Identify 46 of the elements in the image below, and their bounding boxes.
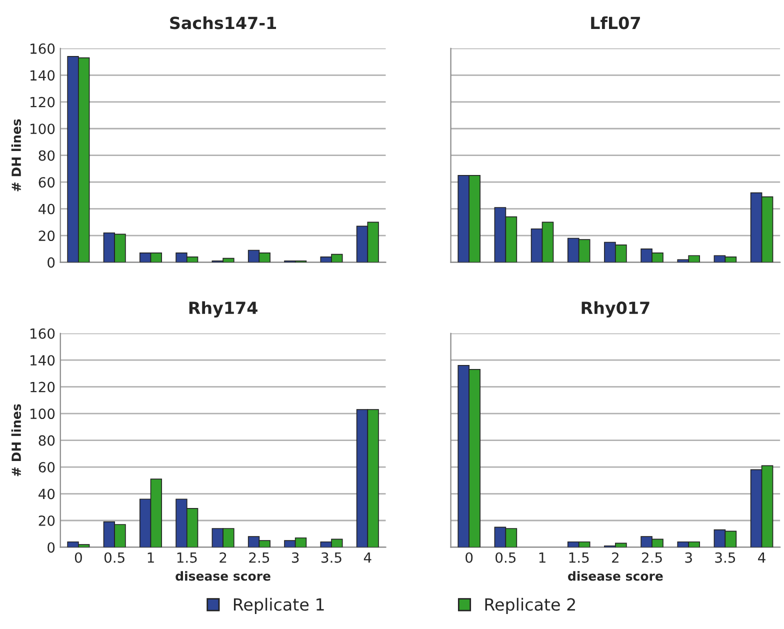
y-tick-label: 20	[38, 230, 55, 242]
y-axis-title: # DH lines	[11, 119, 22, 192]
x-tick-label: 3.5	[715, 552, 736, 563]
legend-label: Replicate 1	[234, 598, 324, 614]
chart-title: Sachs147-1	[170, 16, 276, 30]
x-tick-label: 3.5	[322, 552, 342, 563]
x-tick-label: 1.5	[177, 552, 197, 563]
x-tick-label: 4	[364, 552, 372, 563]
x-axis-title: disease score	[568, 571, 663, 581]
x-tick-label: 2	[220, 552, 226, 563]
y-tick-label: 80	[38, 150, 55, 161]
legend-label: Replicate 2	[485, 598, 575, 614]
y-tick-label: 60	[38, 462, 55, 473]
x-tick-label: 2.5	[249, 552, 270, 563]
y-tick-label: 20	[38, 515, 55, 526]
y-tick-label: 80	[38, 435, 55, 446]
y-axis-title: # DH lines	[11, 404, 22, 476]
x-tick-label: 0	[466, 552, 473, 563]
x-tick-label: 2.5	[642, 552, 662, 563]
y-tick-label: 40	[38, 204, 55, 214]
y-tick-label: 140	[30, 355, 55, 366]
y-tick-label: 100	[30, 124, 55, 134]
y-tick-label: 60	[38, 177, 55, 188]
y-tick-label: 120	[30, 382, 55, 392]
y-tick-label: 160	[30, 43, 55, 54]
y-tick-label: 0	[48, 542, 55, 553]
chart-title: LfL07	[591, 16, 640, 30]
y-tick-label: 160	[30, 328, 55, 339]
x-tick-label: 3	[685, 552, 692, 563]
y-tick-label: 120	[30, 96, 55, 108]
x-axis-title: disease score	[176, 571, 270, 581]
x-tick-label: 1	[539, 552, 546, 563]
y-tick-label: 140	[30, 70, 55, 81]
x-tick-label: 0	[74, 552, 82, 563]
chart-title: Rhy174	[189, 301, 258, 318]
chart-title: Rhy017	[582, 301, 650, 318]
y-tick-label: 100	[30, 408, 55, 420]
x-tick-label: 2	[612, 552, 618, 563]
x-tick-label: 4	[758, 552, 766, 563]
x-tick-label: 0.5	[104, 552, 124, 563]
y-tick-label: 40	[38, 488, 55, 500]
x-tick-label: 1.5	[569, 552, 589, 563]
y-tick-label: 0	[48, 257, 55, 268]
x-tick-label: 3	[292, 552, 299, 563]
x-tick-label: 0.5	[496, 552, 516, 563]
x-tick-label: 1	[148, 552, 154, 563]
